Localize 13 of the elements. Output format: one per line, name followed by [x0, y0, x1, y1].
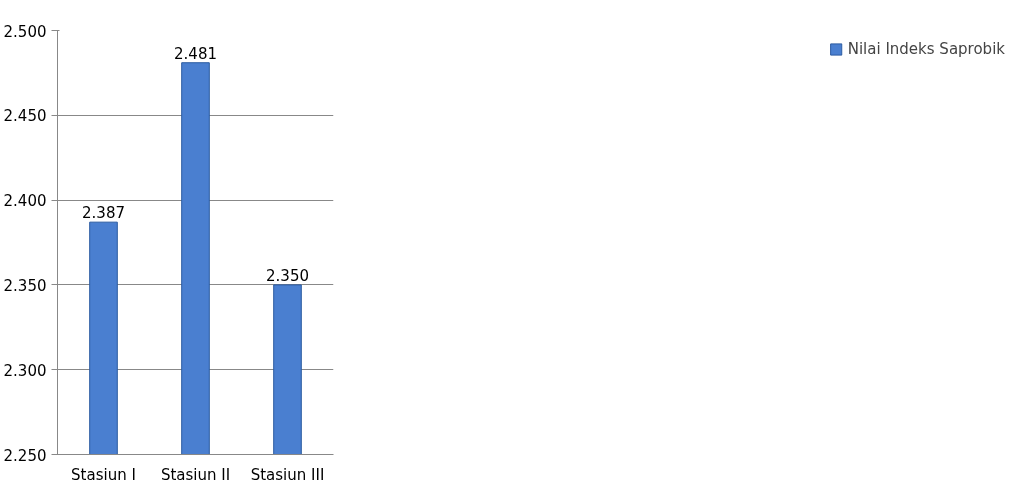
- x-tick-label: Stasiun I: [71, 465, 136, 484]
- y-tick-label: 2.500: [3, 22, 47, 41]
- data-label: 2.387: [82, 204, 125, 223]
- y-tick-label: 2.350: [3, 276, 47, 295]
- data-label: 2.350: [266, 266, 309, 285]
- y-tick-label: 2.400: [3, 192, 47, 211]
- y-tick-label: 2.300: [3, 361, 47, 380]
- x-tick-label: Stasiun II: [160, 465, 231, 484]
- y-tick-label: 2.250: [3, 446, 47, 465]
- y-tick-label: 2.450: [3, 107, 47, 126]
- legend-label: Nilai Indeks Saprobik: [847, 40, 1005, 58]
- x-tick-label: Stasiun III: [250, 465, 325, 484]
- data-label: 2.481: [174, 44, 217, 63]
